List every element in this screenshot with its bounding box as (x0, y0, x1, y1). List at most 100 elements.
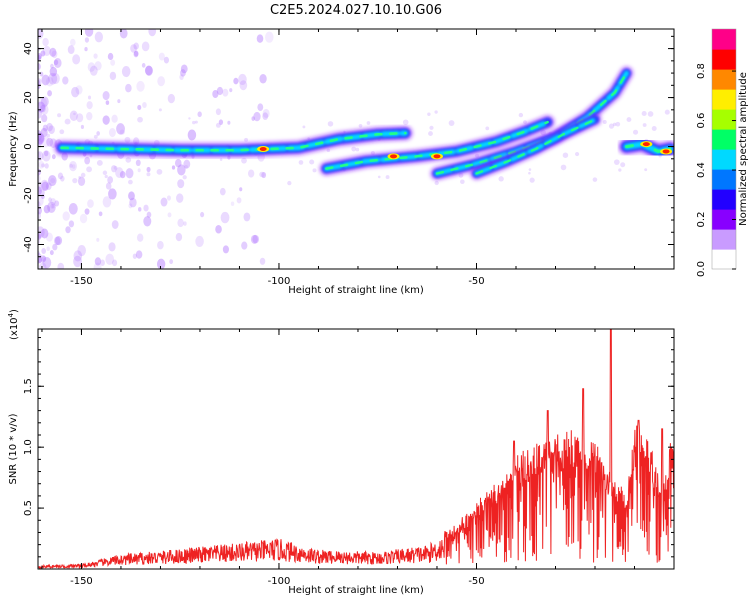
heatmap-speckle (40, 104, 49, 115)
spectrogram-ytick-label: -20 (23, 187, 34, 203)
snr-ytick-label: 1.0 (23, 439, 34, 455)
heatmap-speckle (40, 228, 49, 239)
heatmap-speckle (57, 113, 62, 118)
heatmap-speckle (220, 211, 230, 224)
heatmap-speckle (96, 160, 103, 166)
heatmap-speckle (215, 224, 222, 234)
heatmap-speckle (239, 80, 248, 91)
heatmap-speckle (241, 157, 247, 164)
heatmap-speckle (192, 120, 196, 125)
heatmap-speckle (86, 112, 93, 121)
heatmap-speckle (613, 159, 620, 166)
heatmap-speckle (298, 160, 304, 165)
heatmap-speckle (84, 46, 88, 52)
colorbar-tick-label: 0.0 (696, 261, 707, 277)
colorbar-frame (711, 28, 737, 270)
heatmap-speckle (77, 244, 86, 257)
heatmap-speckle (157, 76, 166, 87)
snr-series-line (38, 329, 674, 569)
heatmap-speckle (40, 127, 48, 138)
heatmap-speckle (158, 108, 162, 112)
heatmap-speckle (377, 175, 381, 179)
heatmap-speckle (156, 258, 166, 269)
heatmap-speckle (141, 41, 150, 52)
heatmap-speckle (42, 37, 49, 47)
heatmap-speckle (84, 208, 90, 215)
heatmap-speckle (45, 232, 53, 242)
heatmap-speckle (592, 177, 598, 182)
heatmap-speckle (157, 240, 164, 250)
colorbar: 0.0 0.2 0.4 0.6 0.8 Normalized spectral ampl… (696, 28, 749, 277)
colorbar-segment (712, 109, 736, 130)
heatmap-speckle (38, 252, 43, 264)
heatmap-speckle (262, 108, 270, 119)
heatmap-speckle (38, 226, 45, 239)
heatmap-speckle (102, 196, 112, 208)
heatmap-speckle (179, 74, 184, 80)
heatmap-speckle (111, 114, 118, 123)
heatmap-speckle (241, 241, 248, 250)
heatmap-speckle (119, 29, 128, 39)
heatmap-speckle (194, 120, 198, 124)
heatmap-speckle (448, 120, 455, 126)
heatmap-speckle (195, 235, 204, 247)
heatmap-speckle (38, 181, 43, 192)
heatmap-speckle (107, 52, 114, 61)
heatmap-speckle (385, 175, 390, 180)
heatmap-speckle (312, 168, 317, 173)
heatmap-speckle (102, 170, 108, 175)
heatmap-speckle (108, 128, 116, 138)
heatmap-speckle (187, 129, 197, 141)
heatmap-speckle (121, 66, 131, 78)
spectrogram-xtick-label: -50 (468, 276, 484, 287)
heatmap-speckle (93, 53, 98, 59)
heatmap-speckle (177, 164, 186, 176)
spectrogram-xlabel: Height of straight line (km) (288, 285, 424, 296)
heatmap-speckle (167, 212, 172, 218)
heatmap-speckle (642, 123, 647, 127)
heatmap-speckle (529, 177, 535, 183)
heatmap-speckle (38, 175, 41, 183)
figure-title: C2E5.2024.027.10.10.G06 (270, 3, 442, 18)
heatmap-speckle (188, 117, 191, 120)
heatmap-speckle (49, 66, 58, 77)
heatmap-speckle (89, 154, 93, 158)
heatmap-speckle (49, 138, 57, 148)
heatmap-speckle (48, 175, 57, 187)
heatmap-speckle (111, 220, 119, 229)
heatmap-hotspot-core (642, 142, 650, 147)
heatmap-speckle (142, 101, 147, 108)
heatmap-speckle (119, 171, 126, 179)
heatmap-speckle (219, 187, 226, 196)
heatmap-speckle (309, 159, 315, 165)
spectrogram-layer (38, 29, 674, 269)
heatmap-speckle (77, 176, 86, 186)
heatmap-hotspot-core (433, 154, 441, 159)
spectrogram-ytick-label: 0 (23, 143, 34, 149)
heatmap-speckle (498, 176, 504, 182)
heatmap-speckle (176, 193, 184, 203)
heatmap-speckle (86, 166, 92, 173)
heatmap-speckle (38, 53, 42, 60)
heatmap-speckle (229, 88, 233, 93)
snr-panel: -150 -100 -50 0.5 1.0 1.5 Height of straight … (7, 309, 675, 596)
heatmap-speckle (200, 211, 205, 218)
heatmap-speckle (46, 137, 54, 147)
heatmap-speckle (117, 99, 121, 104)
heatmap-speckle (42, 45, 51, 56)
heatmap-speckle (130, 44, 137, 53)
heatmap-speckle (38, 235, 42, 241)
heatmap-speckle (626, 117, 632, 123)
heatmap-speckle (38, 138, 43, 146)
heatmap-speckle (620, 162, 626, 168)
heatmap-speckle (171, 165, 176, 170)
colorbar-segment (712, 189, 736, 210)
heatmap-speckle (48, 125, 55, 135)
heatmap-speckle (47, 201, 56, 213)
heatmap-speckle (253, 111, 261, 122)
heatmap-speckle (119, 129, 125, 135)
heatmap-speckle (129, 197, 137, 208)
heatmap-speckle (575, 151, 580, 157)
heatmap-speckle (78, 175, 82, 179)
heatmap-speckle (485, 126, 490, 131)
